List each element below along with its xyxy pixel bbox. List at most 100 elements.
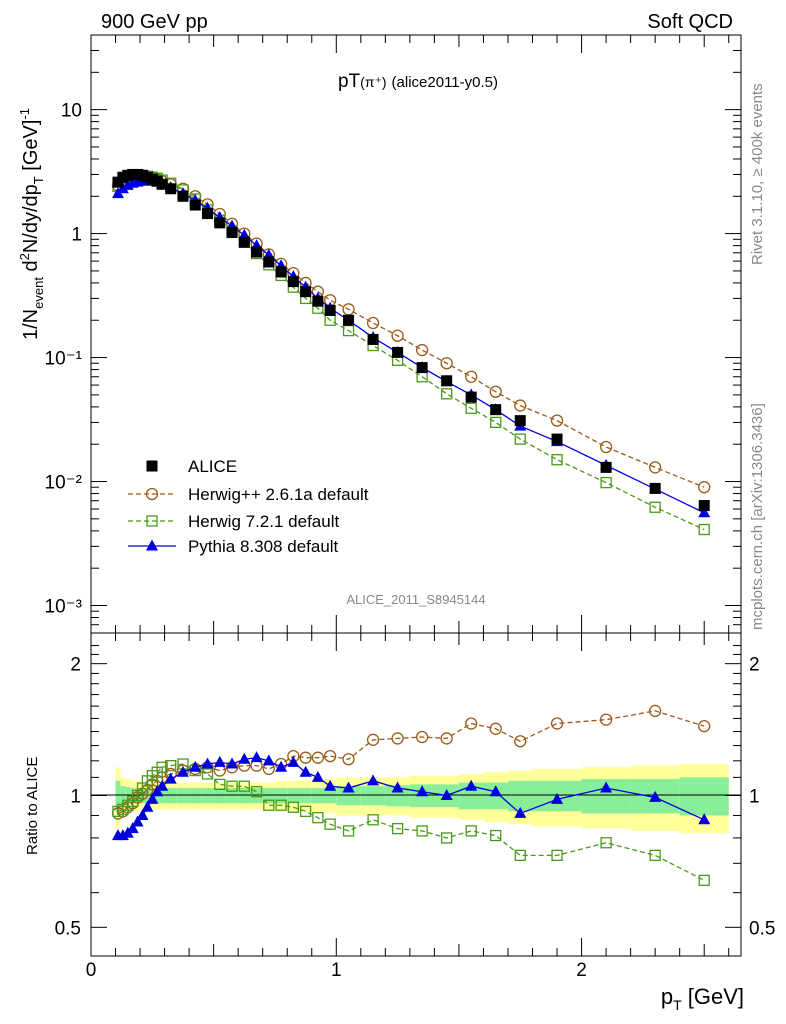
ratio-point-pythia-8-308-default	[131, 815, 144, 827]
ratio-point-pythia-8-308-default	[324, 779, 337, 791]
legend-label-herwigpp: Herwig++ 2.6.1a default	[188, 485, 369, 504]
main-point-herwig-2-6-1a-default	[465, 370, 478, 383]
band-inner-segment	[189, 788, 202, 804]
band-inner-segment	[336, 786, 361, 806]
main-point-herwig-7-2-1-default	[551, 454, 563, 466]
main-point-alice	[465, 391, 477, 403]
plot-title-particle: (π⁺)	[360, 74, 386, 90]
ratio-point-pythia-8-308-default	[201, 757, 214, 769]
ratio-point-pythia-8-308-default	[367, 774, 380, 786]
ratio-point-pythia-8-308-default	[514, 806, 527, 818]
ratio-point-pythia-8-308-default	[489, 785, 502, 797]
legend-marker-herwig-2-6-1a-default	[145, 487, 159, 501]
ratio-y-tick-label-right: 0.5	[749, 918, 775, 939]
ratio-point-pythia-8-308-default	[213, 755, 226, 767]
ratio-y-tick-label-right: 2	[749, 655, 760, 676]
main-point-herwig-2-6-1a-default	[550, 414, 564, 427]
main-point-herwig-2-6-1a-default	[415, 343, 429, 357]
ratio-point-herwig-7-2-1-default	[324, 818, 336, 830]
ratio-point-herwig-2-6-1a-default	[366, 733, 380, 746]
main-point-alice	[156, 178, 168, 190]
main-point-alice	[490, 404, 502, 416]
ratio-point-herwig-2-6-1a-default	[342, 753, 355, 766]
ratio-point-herwig-2-6-1a-default	[698, 719, 711, 733]
main-point-alice	[177, 190, 189, 202]
ratio-point-herwig-2-6-1a-default	[415, 730, 429, 744]
ratio-point-pythia-8-308-default	[465, 779, 478, 791]
main-point-alice	[698, 500, 710, 512]
main-point-alice	[441, 375, 453, 387]
main-point-herwig-2-6-1a-default	[366, 316, 380, 330]
legend-marker-alice	[146, 460, 158, 472]
ratio-point-pythia-8-308-default	[151, 785, 164, 797]
main-point-alice	[600, 461, 612, 473]
ratio-point-herwig-2-6-1a-default	[324, 749, 337, 763]
main-point-herwig-2-6-1a-default	[489, 385, 502, 398]
ratio-point-pythia-8-308-default	[146, 792, 159, 804]
ratio-point-herwig-2-6-1a-default	[489, 722, 502, 735]
ratio-point-herwig-2-6-1a-default	[311, 751, 325, 764]
legend-marker-herwig-7-2-1-default	[146, 515, 158, 527]
rivet-version: Rivet 3.1.10, ≥ 400k events	[749, 83, 766, 265]
band-inner-segment	[679, 777, 729, 816]
main-point-pythia-8-308-default	[698, 506, 711, 518]
ratio-point-pythia-8-308-default	[275, 760, 288, 772]
ratio-point-herwig-7-2-1-default	[698, 874, 710, 887]
ratio-point-herwig-7-2-1-default	[156, 761, 168, 773]
ratio-point-pythia-8-308-default	[141, 800, 154, 812]
plot-title: pT(π⁺) (alice2011-y0.5)	[338, 71, 498, 92]
ratio-y-tick-label: 2	[70, 655, 81, 676]
main-y-tick-label: 10⁻²	[45, 473, 83, 494]
ratio-point-herwig-2-6-1a-default	[299, 751, 312, 764]
ratio-point-herwig-7-2-1-default	[275, 799, 287, 811]
axis-ticks: 10⁻³ 10⁻² 10⁻¹ 1 10 0.5 0.5 1 1 2 2 0 1 2	[45, 34, 775, 981]
main-point-alice	[287, 276, 299, 288]
ratio-point-pythia-8-308-default	[136, 809, 149, 821]
band-inner-segment	[120, 786, 126, 806]
ratio-point-herwig-7-2-1-default	[165, 759, 177, 772]
main-line-herwig-7-2-1-default	[117, 174, 705, 531]
band-inner-segment	[385, 785, 410, 807]
band-inner-segment	[164, 788, 177, 804]
ratio-point-herwig-7-2-1-default	[342, 825, 355, 837]
legend-label-herwig7: Herwig 7.2.1 default	[188, 512, 339, 531]
uncertainty-band	[115, 764, 729, 834]
ratio-point-pythia-8-308-default	[416, 785, 429, 797]
band-inner-segment	[262, 788, 275, 804]
ratio-point-herwig-7-2-1-default	[649, 849, 661, 861]
x-axis-label: pT [GeV]	[661, 984, 744, 1013]
ratio-point-herwig-7-2-1-default	[287, 801, 300, 813]
ratio-point-herwig-7-2-1-default	[263, 799, 275, 811]
ratio-point-pythia-8-308-default	[342, 781, 355, 793]
analysis-id: ALICE_2011_S8945144	[346, 592, 485, 607]
band-inner-segment	[213, 788, 226, 804]
band-inner-segment	[324, 788, 337, 804]
ratio-point-pythia-8-308-default	[156, 779, 169, 791]
main-point-alice	[367, 333, 379, 345]
ratio-line-herwig-7-2-1-default	[117, 763, 705, 881]
x-tick-label: 2	[576, 960, 587, 981]
plot-title-main: pT	[338, 71, 361, 92]
main-point-alice	[165, 183, 177, 195]
ratio-point-herwig-7-2-1-default	[514, 849, 526, 861]
header-left: 900 GeV pp	[101, 11, 208, 33]
main-y-axis-label: 1/Nevent d2N/dy/dpT [GeV]-1	[17, 108, 46, 340]
ratio-point-herwig-7-2-1-default	[391, 823, 404, 835]
ratio-point-herwig-2-6-1a-default	[550, 717, 564, 730]
band-inner-segment	[201, 788, 214, 804]
ratio-y-tick-label: 1	[70, 786, 81, 807]
ratio-point-herwig-7-2-1-default	[238, 780, 250, 792]
ratio-point-herwig-7-2-1-default	[250, 786, 263, 798]
ratio-point-pythia-8-308-default	[299, 765, 312, 777]
ratio-point-pythia-8-308-default	[551, 792, 564, 804]
band-inner-segment	[360, 786, 386, 806]
main-point-alice	[649, 482, 661, 494]
ratio-point-pythia-8-308-default	[391, 781, 404, 793]
ratio-point-herwig-7-2-1-default	[465, 825, 477, 837]
ratio-line-herwig-2-6-1a-default	[117, 710, 705, 815]
band-inner-segment	[287, 788, 300, 804]
x-tick-label: 1	[331, 960, 342, 981]
ratio-point-pythia-8-308-default	[600, 781, 613, 793]
band-inner-segment	[274, 788, 288, 804]
